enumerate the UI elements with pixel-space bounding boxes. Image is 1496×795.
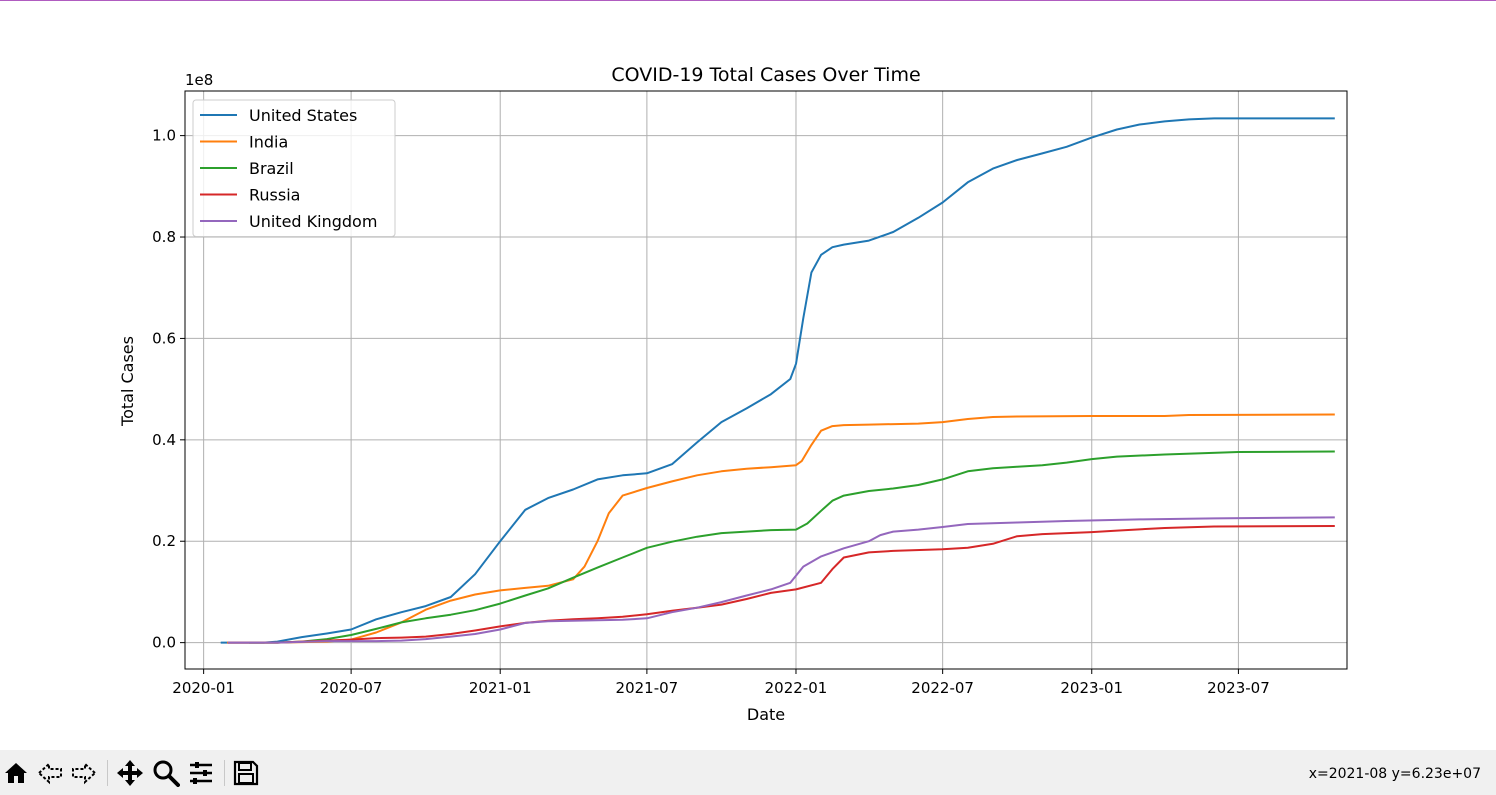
figure-canvas[interactable]: 2020-01 2020-07 2021-01 2021-07 2022-01 2022-… — [0, 1, 1496, 750]
navigation-toolbar: x=2021-08 y=6.23e+07 — [0, 750, 1496, 795]
y-tick-label: 0.6 — [152, 329, 176, 347]
home-icon — [5, 763, 27, 783]
series-line-india — [227, 413, 1335, 644]
save-icon — [233, 760, 259, 786]
x-tick-label: 2022-07 — [911, 679, 974, 697]
forward-button[interactable] — [68, 758, 100, 788]
y-tick-label: 1.0 — [152, 127, 176, 145]
back-button[interactable] — [34, 758, 66, 788]
window-top-border — [0, 0, 1496, 1]
y-tick-label: 0.2 — [152, 532, 176, 550]
configure-subplots-button[interactable] — [185, 758, 217, 788]
pan-button[interactable] — [114, 758, 146, 788]
legend-label: Russia — [249, 186, 300, 205]
x-tick-label: 2022-01 — [765, 679, 828, 697]
zoom-button[interactable] — [150, 758, 182, 788]
home-button[interactable] — [0, 758, 32, 788]
x-tick-label: 2020-07 — [320, 679, 383, 697]
x-tick-label: 2020-01 — [172, 679, 235, 697]
back-icon — [37, 761, 62, 785]
legend-label: India — [249, 133, 288, 152]
configure-subplots-icon — [190, 762, 212, 784]
y-tick-label: 0.8 — [152, 228, 176, 246]
x-tick-label: 2021-01 — [469, 679, 532, 697]
x-tick-label: 2023-01 — [1060, 679, 1123, 697]
line-chart[interactable]: 2020-01 2020-07 2021-01 2021-07 2022-01 2022-… — [0, 1, 1496, 750]
y-axis-label: Total Cases — [118, 336, 137, 427]
toolbar-separator — [107, 760, 108, 786]
y-tick-label: 0.4 — [152, 431, 176, 449]
legend-label: United Kingdom — [249, 212, 377, 231]
legend-label: United States — [249, 106, 357, 125]
forward-icon — [72, 761, 97, 785]
x-axis-label: Date — [747, 705, 785, 724]
series-line-united-states — [220, 117, 1335, 644]
series-line-brazil — [249, 450, 1335, 644]
save-button[interactable] — [230, 758, 262, 788]
legend-box — [192, 99, 396, 237]
plot-area-frame — [184, 90, 1348, 670]
x-tick-label: 2023-07 — [1207, 679, 1270, 697]
y-tick-label: 0.0 — [152, 634, 176, 652]
series-line-russia — [227, 525, 1335, 644]
x-tick-label: 2021-07 — [616, 679, 679, 697]
series-line-united-kingdom — [227, 516, 1335, 644]
chart-title: COVID-19 Total Cases Over Time — [611, 64, 920, 86]
pan-icon — [117, 760, 143, 786]
toolbar-separator — [224, 760, 225, 786]
series-lines — [220, 117, 1335, 644]
zoom-icon — [153, 760, 180, 787]
legend: United States India Brazil Russia United Kin… — [192, 99, 396, 237]
cursor-coordinates: x=2021-08 y=6.23e+07 — [1308, 766, 1481, 782]
axis-ticks: 2020-01 2020-07 2021-01 2021-07 2022-01 2022-… — [152, 127, 1270, 697]
y-axis-offset-label: 1e8 — [185, 71, 213, 89]
legend-label: Brazil — [249, 159, 294, 178]
